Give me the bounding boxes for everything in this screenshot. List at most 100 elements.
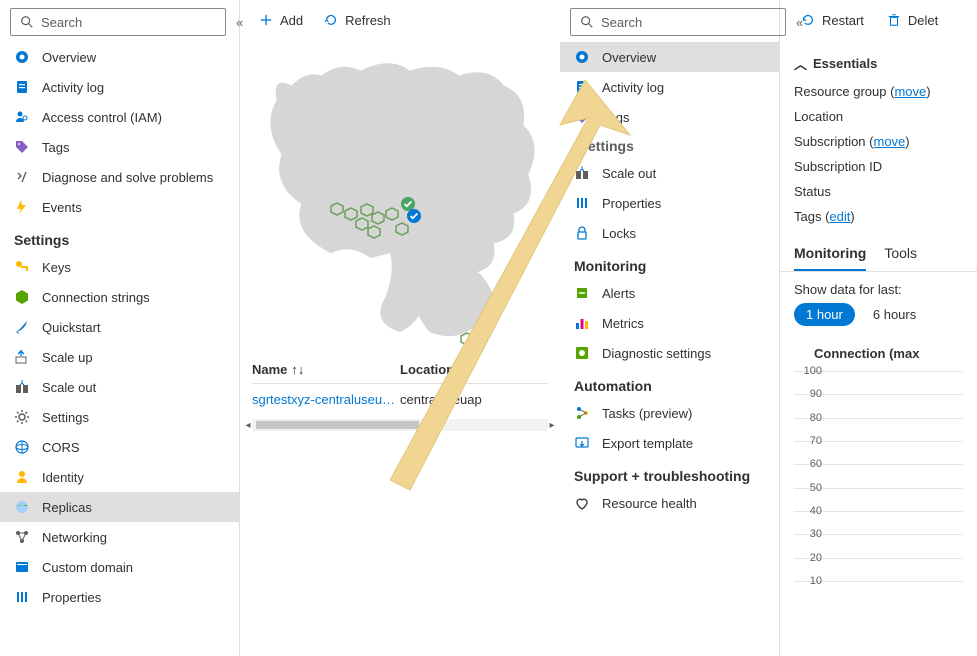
- y-axis-label: 40: [810, 505, 822, 517]
- essentials-toggle[interactable]: ︿ Essentials: [794, 48, 963, 79]
- connection-chart[interactable]: Connection (max 100908070605040302010: [780, 336, 977, 591]
- sidebar-item-metrics[interactable]: Metrics: [560, 308, 779, 338]
- table-hscroll[interactable]: ◂ ▸: [252, 419, 548, 431]
- ess-link-edit[interactable]: edit: [829, 209, 850, 224]
- restart-button[interactable]: Restart: [794, 8, 870, 32]
- sidebar-item-connection-strings[interactable]: Connection strings: [0, 282, 239, 312]
- diagsettings-icon: [574, 345, 590, 361]
- tags-icon: [14, 139, 30, 155]
- nav-label: Diagnostic settings: [602, 346, 711, 361]
- map-badge-icon[interactable]: [406, 208, 422, 227]
- ess-link-move[interactable]: move: [874, 134, 906, 149]
- sidebar-item-alerts[interactable]: Alerts: [560, 278, 779, 308]
- left-nav-scroll[interactable]: Overview Activity log Access control (IAM)…: [0, 42, 239, 656]
- section-automation: Automation: [560, 368, 779, 398]
- timerange-1-hour[interactable]: 1 hour: [794, 303, 855, 326]
- sidebar-item-quickstart[interactable]: Quickstart: [0, 312, 239, 342]
- sidebar-item-tasks-preview-[interactable]: Tasks (preview): [560, 398, 779, 428]
- sidebar-item-custom-domain[interactable]: Custom domain: [0, 552, 239, 582]
- alerts-icon: [574, 285, 590, 301]
- sidebar-item-export-template[interactable]: Export template: [560, 428, 779, 458]
- refresh-button[interactable]: Refresh: [317, 8, 397, 32]
- y-axis-label: 80: [810, 412, 822, 424]
- sidebar-item-activity-log[interactable]: Activity log: [560, 72, 779, 102]
- tab-monitoring[interactable]: Monitoring: [794, 237, 866, 271]
- nav-label: Access control (IAM): [42, 110, 162, 125]
- sidebar-item-activity-log[interactable]: Activity log: [0, 72, 239, 102]
- essentials-row-location: Location: [794, 104, 963, 129]
- table-row[interactable]: sgrtestxyz-centraluseu… centraluseuap: [252, 384, 548, 415]
- map-hex-icon[interactable]: [330, 202, 344, 219]
- scroll-left-icon[interactable]: ◂: [242, 419, 254, 431]
- sidebar-item-scale-up[interactable]: Scale up: [0, 342, 239, 372]
- sidebar-item-locks[interactable]: Locks: [560, 218, 779, 248]
- add-label: Add: [280, 13, 303, 28]
- sidebar-item-diagnostic-settings[interactable]: Diagnostic settings: [560, 338, 779, 368]
- metrics-tabs: Monitoring Tools: [780, 237, 977, 272]
- sidebar-item-networking[interactable]: Networking: [0, 522, 239, 552]
- left-search-row: «: [0, 0, 239, 42]
- sidebar-item-scale-out[interactable]: Scale out: [0, 372, 239, 402]
- sidebar-item-scale-out[interactable]: Scale out: [560, 158, 779, 188]
- chevron-up-icon: ︿: [794, 54, 807, 73]
- ess-label: Location: [794, 109, 843, 124]
- plus-icon: [258, 12, 274, 28]
- y-axis-label: 30: [810, 528, 822, 540]
- right-toolbar: Restart Delet: [780, 0, 977, 40]
- tab-tools[interactable]: Tools: [884, 237, 917, 271]
- sidebar-item-identity[interactable]: Identity: [0, 462, 239, 492]
- sidebar-item-cors[interactable]: CORS: [0, 432, 239, 462]
- sidebar-item-replicas[interactable]: Replicas: [0, 492, 239, 522]
- events-icon: [14, 199, 30, 215]
- replica-map[interactable]: [252, 44, 548, 344]
- sidebar-item-events[interactable]: Events: [0, 192, 239, 222]
- left-search-input[interactable]: [41, 15, 217, 30]
- mid-search-box[interactable]: [570, 8, 786, 36]
- sidebar-item-properties[interactable]: Properties: [560, 188, 779, 218]
- sidebar-item-settings[interactable]: Settings: [0, 402, 239, 432]
- properties-icon: [574, 195, 590, 211]
- scroll-thumb[interactable]: [256, 421, 419, 429]
- time-range-label: Show data for last:: [794, 282, 963, 297]
- map-hex-icon[interactable]: [460, 332, 474, 349]
- nav-label: Metrics: [602, 316, 644, 331]
- sidebar-item-overview[interactable]: Overview: [560, 42, 779, 72]
- sort-icon: ↑↓: [458, 362, 471, 377]
- left-search-box[interactable]: [10, 8, 226, 36]
- search-icon: [19, 14, 35, 30]
- nav-label: Activity log: [42, 80, 104, 95]
- sidebar-item-resource-health[interactable]: Resource health: [560, 488, 779, 518]
- sidebar-item-diagnose-and-solve-problems[interactable]: Diagnose and solve problems: [0, 162, 239, 192]
- col-name[interactable]: Name ↑↓: [252, 362, 400, 377]
- col-location[interactable]: Location ↑↓: [400, 362, 548, 377]
- right-panel: Restart Delet ︿ Essentials Resource grou…: [780, 0, 977, 656]
- cell-name[interactable]: sgrtestxyz-centraluseu…: [252, 392, 400, 407]
- tasks-icon: [574, 405, 590, 421]
- refresh-icon: [323, 12, 339, 28]
- replica-table: Name ↑↓ Location ↑↓ sgrtestxyz-centralus…: [240, 348, 560, 439]
- map-hex-icon[interactable]: [367, 225, 381, 242]
- y-axis-label: 70: [810, 435, 822, 447]
- nav-label: Locks: [602, 226, 636, 241]
- keys-icon: [14, 259, 30, 275]
- sidebar-item-tags[interactable]: Tags: [560, 102, 779, 132]
- sidebar-item-keys[interactable]: Keys: [0, 252, 239, 282]
- sidebar-item-access-control-iam-[interactable]: Access control (IAM): [0, 102, 239, 132]
- nav-label: Properties: [42, 590, 101, 605]
- ess-link-move[interactable]: move: [894, 84, 926, 99]
- sidebar-item-properties[interactable]: Properties: [0, 582, 239, 612]
- nav-label: Custom domain: [42, 560, 133, 575]
- delete-button[interactable]: Delet: [880, 8, 944, 32]
- essentials-row-subscription-id: Subscription ID: [794, 154, 963, 179]
- mid-search-input[interactable]: [601, 15, 777, 30]
- y-axis-label: 90: [810, 388, 822, 400]
- center-toolbar: Add Refresh: [240, 0, 560, 40]
- sidebar-item-overview[interactable]: Overview: [0, 42, 239, 72]
- timerange-6-hours[interactable]: 6 hours: [861, 303, 928, 326]
- add-button[interactable]: Add: [252, 8, 309, 32]
- scroll-right-icon[interactable]: ▸: [546, 419, 558, 431]
- table-header-row: Name ↑↓ Location ↑↓: [252, 356, 548, 384]
- y-axis-label: 50: [810, 482, 822, 494]
- sidebar-item-tags[interactable]: Tags: [0, 132, 239, 162]
- chart-title: Connection (max: [794, 346, 963, 361]
